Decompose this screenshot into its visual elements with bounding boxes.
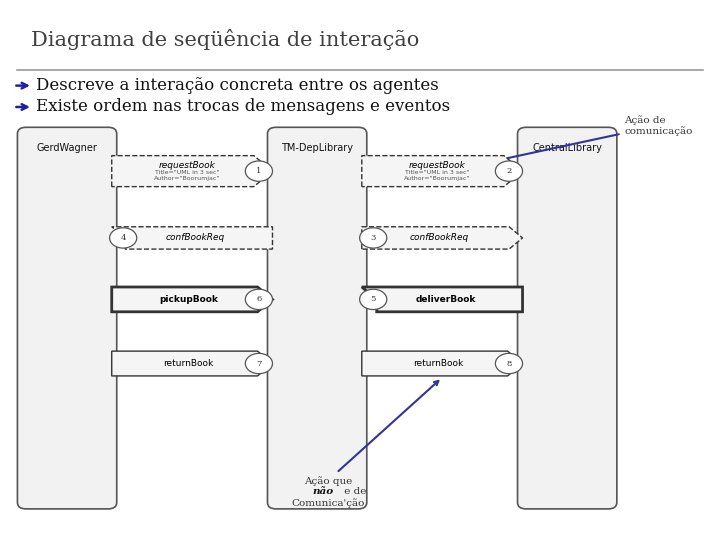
Circle shape bbox=[109, 228, 137, 248]
FancyBboxPatch shape bbox=[518, 127, 617, 509]
Text: 3: 3 bbox=[371, 234, 376, 242]
Polygon shape bbox=[361, 351, 523, 376]
Text: Ação de
comunicação: Ação de comunicação bbox=[495, 115, 693, 162]
Text: returnBook: returnBook bbox=[413, 359, 464, 368]
Text: Descreve a interação concreta entre os agentes: Descreve a interação concreta entre os a… bbox=[36, 77, 439, 94]
Polygon shape bbox=[112, 287, 272, 312]
Circle shape bbox=[495, 353, 523, 374]
Polygon shape bbox=[112, 156, 272, 187]
Text: GerdWagner: GerdWagner bbox=[37, 143, 97, 153]
Polygon shape bbox=[112, 227, 272, 249]
Polygon shape bbox=[361, 287, 523, 312]
Circle shape bbox=[360, 228, 387, 248]
Circle shape bbox=[246, 353, 272, 374]
Text: 7: 7 bbox=[256, 360, 261, 368]
Text: Title="UML in 3 sec"
Author="Boorumjac": Title="UML in 3 sec" Author="Boorumjac" bbox=[405, 171, 471, 181]
Text: CentralLibrary: CentralLibrary bbox=[532, 143, 602, 153]
Text: TM-DepLibrary: TM-DepLibrary bbox=[281, 143, 353, 153]
Text: não: não bbox=[312, 487, 333, 496]
Text: 8: 8 bbox=[506, 360, 512, 368]
Polygon shape bbox=[112, 351, 272, 376]
Text: requestBook: requestBook bbox=[159, 161, 216, 170]
Text: 1: 1 bbox=[256, 167, 261, 175]
Text: confBookReq: confBookReq bbox=[409, 233, 469, 242]
Text: 5: 5 bbox=[371, 295, 376, 303]
Text: Diagrama de seqüência de interação: Diagrama de seqüência de interação bbox=[32, 30, 420, 51]
Polygon shape bbox=[361, 156, 523, 187]
FancyBboxPatch shape bbox=[17, 127, 117, 509]
Text: confBookReq: confBookReq bbox=[166, 233, 225, 242]
Polygon shape bbox=[361, 227, 523, 249]
Text: Existe ordem nas trocas de mensagens e eventos: Existe ordem nas trocas de mensagens e e… bbox=[36, 98, 451, 116]
Circle shape bbox=[246, 161, 272, 181]
Text: Comunica'ção: Comunica'ção bbox=[291, 498, 364, 508]
Text: 6: 6 bbox=[256, 295, 261, 303]
Text: 2: 2 bbox=[506, 167, 512, 175]
Text: requestBook: requestBook bbox=[409, 161, 466, 170]
Text: Title="UML in 3 sec"
Author="Boorumjac": Title="UML in 3 sec" Author="Boorumjac" bbox=[154, 171, 220, 181]
Circle shape bbox=[495, 161, 523, 181]
Text: pickupBook: pickupBook bbox=[159, 295, 218, 304]
Text: returnBook: returnBook bbox=[163, 359, 214, 368]
Circle shape bbox=[246, 289, 272, 309]
FancyBboxPatch shape bbox=[267, 127, 366, 509]
Text: 4: 4 bbox=[120, 234, 126, 242]
Text: deliverBook: deliverBook bbox=[415, 295, 476, 304]
Circle shape bbox=[360, 289, 387, 309]
Text: Ação que: Ação que bbox=[304, 381, 438, 485]
Text: e de: e de bbox=[341, 487, 366, 496]
